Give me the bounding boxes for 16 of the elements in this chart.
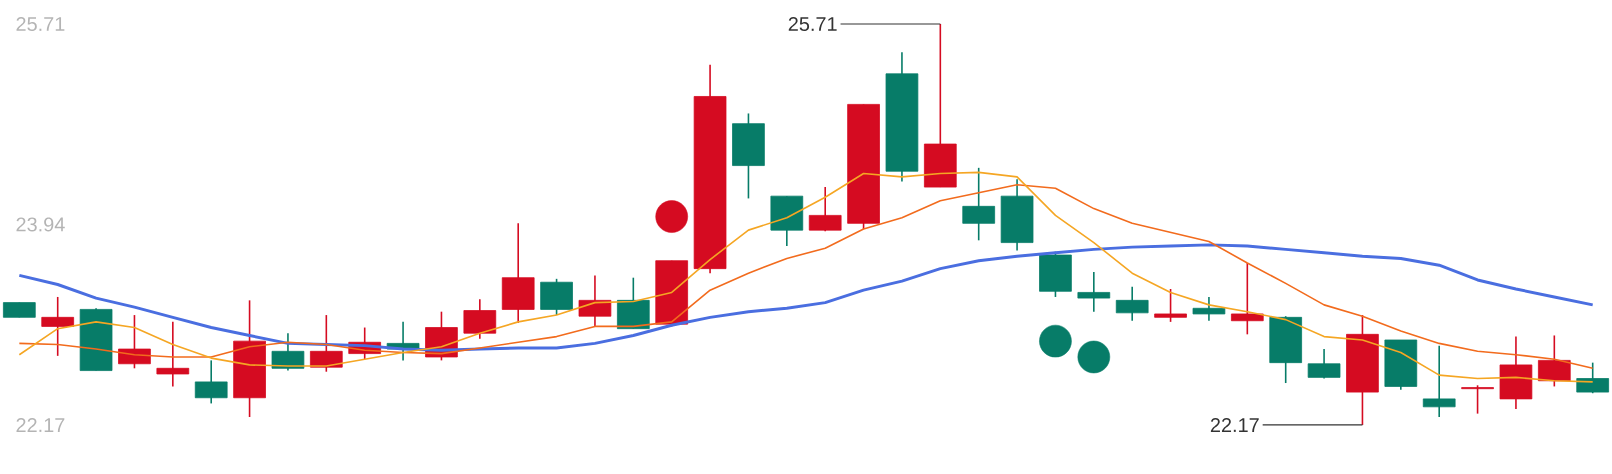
y-tick-label: 22.17: [16, 418, 65, 432]
candlestick: [1154, 288, 1187, 323]
candlestick: [1422, 344, 1456, 418]
line-series: [17, 243, 1595, 352]
annotation: 25.71: [788, 16, 837, 32]
candlestick: [1077, 271, 1111, 313]
point: [1077, 340, 1111, 374]
candlestick: [1231, 262, 1264, 336]
candlestick: [1461, 384, 1494, 415]
point: [1039, 324, 1072, 358]
y-tick-label: 25.71: [16, 16, 65, 32]
y-tick-label: 23.94: [16, 217, 65, 232]
candlestick: [156, 321, 190, 388]
candlestick: [41, 296, 75, 357]
annotation: 22.17: [1210, 418, 1259, 432]
point: [655, 200, 688, 233]
